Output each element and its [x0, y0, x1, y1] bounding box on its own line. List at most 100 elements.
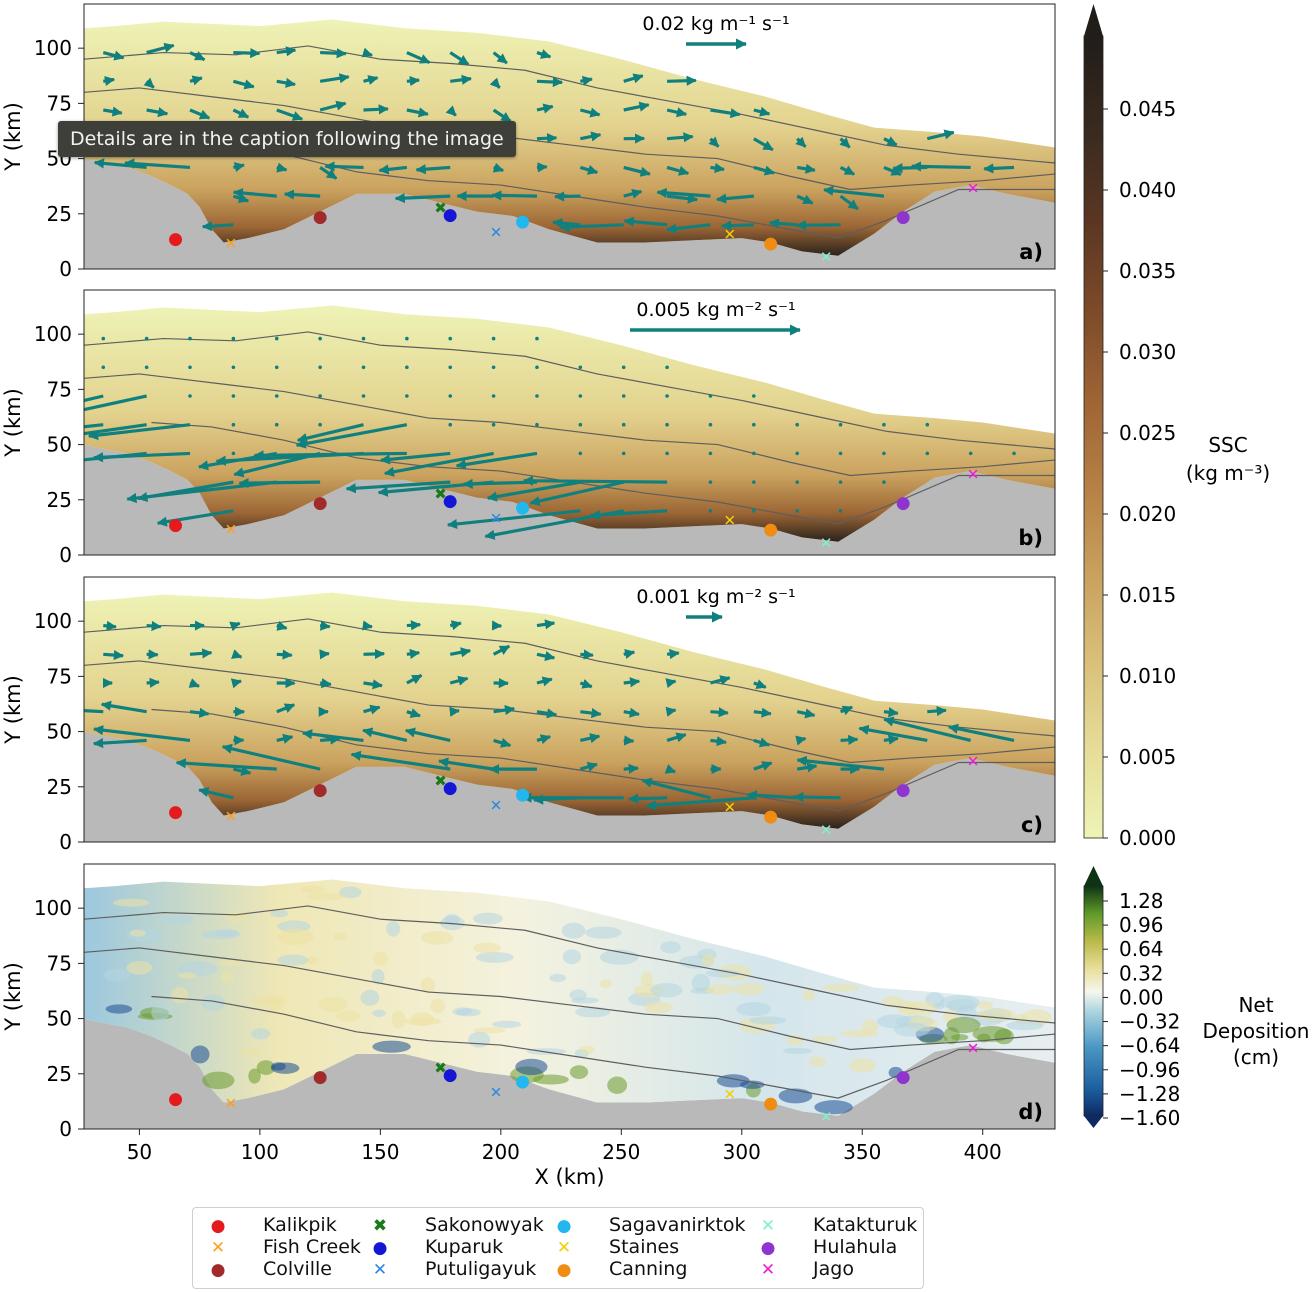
flux-vector: [319, 734, 341, 745]
deposition-patch: [532, 1074, 569, 1085]
deposition-patch: [473, 942, 501, 954]
deposition-patch: [473, 912, 503, 925]
deposition-patch: [640, 971, 653, 987]
flux-vector: [536, 103, 554, 114]
flux-vector: [838, 451, 843, 456]
colorbar-tick-label: 0.045: [1119, 97, 1176, 121]
y-tick-label: 75: [47, 377, 72, 401]
deposition-patch: [904, 1001, 938, 1016]
colorbar-tick-label: 0.000: [1119, 826, 1176, 850]
deposition-patch: [277, 954, 309, 966]
deposition-patch: [444, 914, 460, 926]
flux-vector: [710, 108, 741, 119]
legend-label: Putuligayuk: [419, 1258, 537, 1280]
flux-vector: [522, 475, 668, 486]
ssc-field: [84, 305, 1055, 542]
colorbar-tick-label: 0.035: [1119, 259, 1176, 283]
flux-vector: [623, 216, 668, 227]
flux-vector: [720, 220, 754, 231]
flux-vector: [493, 737, 512, 748]
panel-frame: [83, 289, 1056, 556]
flux-vector: [493, 704, 516, 716]
land-mask: [84, 158, 1055, 269]
y-tick-label: 100: [34, 896, 72, 920]
flux-vector: [536, 708, 558, 719]
flux-vector: [491, 365, 496, 370]
legend-marker: ✕: [760, 1216, 776, 1236]
colorbar-tick-label: 0.010: [1119, 664, 1176, 688]
deposition-patch: [420, 977, 436, 994]
river-marker-colville: ●: [313, 1067, 328, 1087]
colorbar-tick-label: 0.005: [1119, 745, 1176, 769]
flux-vector: [93, 158, 147, 170]
deposition-patch: [861, 1019, 879, 1034]
flux-vector: [796, 194, 814, 205]
deposition-patch: [250, 1028, 271, 1040]
panel-label: c): [1021, 813, 1043, 837]
flux-vector: [324, 161, 364, 172]
flux-vector: [579, 678, 593, 689]
flux-vector: [462, 478, 538, 489]
flux-vector: [883, 734, 899, 745]
isobath-contour: [84, 373, 1055, 477]
flux-vector: [448, 336, 453, 341]
legend-label: Canning: [603, 1258, 688, 1280]
deposition-patch: [190, 1045, 210, 1064]
flux-vector: [753, 737, 771, 748]
colorbar: 1.280.960.640.320.00−0.32−0.64−0.96−1.28…: [1083, 866, 1309, 1130]
flux-vector: [92, 725, 191, 743]
river-marker-fish-creek: ✕: [225, 521, 238, 539]
flux-vector: [621, 394, 626, 398]
isobath-contour: [84, 905, 1055, 1024]
deposition-patch: [701, 953, 715, 967]
river-marker-katakturuk: ✕: [820, 534, 833, 552]
flux-vector: [795, 480, 799, 484]
reference-arrow-label: 0.02 kg m⁻¹ s⁻¹: [642, 13, 789, 35]
flux-vector: [101, 365, 106, 370]
flux-vector: [536, 162, 548, 173]
deposition-colorbar-label: Net: [1238, 993, 1273, 1017]
flux-vector: [233, 766, 252, 776]
deposition-patch: [201, 994, 225, 1012]
flux-vector: [276, 46, 297, 57]
flux-vector: [795, 509, 799, 513]
flux-vector: [536, 49, 552, 59]
y-tick-label: 75: [47, 91, 72, 115]
flux-vector: [274, 336, 279, 341]
flux-vector: [103, 649, 125, 661]
river-marker-staines: ✕: [723, 512, 736, 530]
flux-vector: [283, 189, 321, 200]
legend-label: Staines: [603, 1236, 680, 1258]
flux-vector: [1012, 451, 1016, 456]
panel-label: d): [1018, 1100, 1043, 1124]
deposition-colorbar-label: (cm): [1233, 1045, 1279, 1069]
y-tick-label: 75: [47, 664, 72, 688]
flux-vector: [795, 735, 807, 746]
flux-vector: [839, 137, 851, 149]
flux-vector: [708, 136, 720, 148]
deposition-patch: [491, 1020, 522, 1029]
flux-vector: [666, 732, 687, 743]
flux-vector: [231, 422, 236, 427]
river-marker-sakonowyak: ✖: [434, 199, 447, 217]
flux-vector: [406, 708, 421, 718]
legend-entry-colville: ● Colville: [203, 1258, 361, 1280]
deposition-patch: [372, 1009, 386, 1017]
flux-vector: [535, 336, 539, 341]
legend-entry-sakonowyak: ✖ Sakonowyak: [365, 1214, 544, 1236]
flux-vector: [406, 620, 422, 631]
ssc-colorbar-label: SSC: [1208, 433, 1247, 457]
flux-vector: [883, 136, 898, 147]
deposition-patch: [1006, 1020, 1044, 1031]
isobath-contour: [84, 947, 1055, 1051]
flux-vector: [492, 162, 505, 173]
flux-vector: [710, 736, 727, 747]
legend-marker: ✕: [372, 1260, 388, 1280]
deposition-patch: [335, 1010, 362, 1022]
flux-vector: [406, 107, 429, 118]
flux-vector: [103, 75, 116, 87]
deposition-patch: [151, 1004, 169, 1022]
river-marker-katakturuk: ✕: [820, 821, 833, 839]
river-marker-sagavanirktok: ●: [515, 497, 530, 517]
flux-vector: [379, 451, 451, 465]
